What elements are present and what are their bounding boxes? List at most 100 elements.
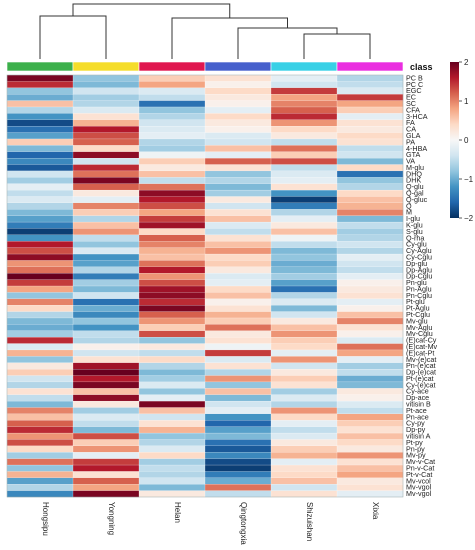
heatmap-cell [270,94,338,102]
heatmap-cell [204,119,272,127]
heatmap-cell [270,266,338,274]
heatmap-cell [336,221,404,229]
heatmap-cell [138,362,206,370]
heatmap-cell [72,266,140,274]
heatmap-cell [204,100,272,108]
heatmap-cell [270,484,338,492]
row-label: Mv-(e)cat [406,355,436,364]
heatmap-cell [204,177,272,185]
row-label: Dp-(e)cat [406,368,436,377]
heatmap-cell [270,228,338,236]
heatmap-cell [6,324,74,332]
column-label-qingtongxia: Qingtongxia [239,502,248,545]
heatmap-cell [270,87,338,95]
heatmap-cell [72,157,140,165]
heatmap-cell [204,490,272,498]
heatmap-cell [336,292,404,300]
heatmap-cell [336,400,404,408]
color-scale-ticks: 2 1 0 −1 −2 [459,58,474,223]
row-label: Pn-Aglu [406,284,432,293]
heatmap-cell [270,305,338,313]
heatmap-cell [72,330,140,338]
heatmap-cell [72,298,140,306]
heatmap-cell [204,87,272,95]
row-label: 4-HBA [406,144,427,153]
heatmap-cell [6,471,74,479]
heatmap-cell [336,177,404,185]
row-label: vitisin B [406,400,431,409]
heatmap-cell [6,157,74,165]
row-label: EC [406,93,416,102]
heatmap-cell [270,381,338,389]
heatmap-cell [204,202,272,210]
heatmap-cell [336,247,404,255]
heatmap-cell [204,484,272,492]
heatmap-cell [204,413,272,421]
heatmap-cell [270,170,338,178]
heatmap-cell [6,170,74,178]
heatmap-cell [72,87,140,95]
heatmap-cell [138,94,206,102]
heatmap-cell [270,157,338,165]
heatmap-cell [6,151,74,159]
heatmap-cell [204,273,272,281]
heatmap-cell [336,452,404,460]
row-label: Pn-glu [406,278,427,287]
heatmap-cell [270,388,338,396]
scale-tick-label: −1 [464,175,474,184]
heatmap-cell [204,368,272,376]
heatmap-cell [6,247,74,255]
heatmap-cell [138,305,206,313]
heatmap-cell [72,241,140,249]
heatmap-cell [6,138,74,146]
heatmap-cell [138,87,206,95]
heatmap-cell [138,157,206,165]
heatmap-cell [336,145,404,153]
heatmap-cell [336,189,404,197]
heatmap-cell [72,81,140,89]
row-label: Pn-(e)cat [406,361,436,370]
heatmap-cell [270,464,338,472]
row-label: (E)cat-Pt [406,348,434,357]
heatmap-cell [138,381,206,389]
row-label: Mv-Aglu [406,323,432,332]
heatmap-cell [204,221,272,229]
row-label: DHK [406,176,421,185]
heatmap-cell [336,279,404,287]
heatmap-cell [336,157,404,165]
heatmap-cell [72,221,140,229]
legend: class 2 1 0 −1 −2 [410,58,474,223]
heatmap-cell [270,413,338,421]
heatmap-cell [336,311,404,319]
heatmap-cell [72,349,140,357]
heatmap-cell [72,126,140,133]
column-label-helan: Helan [173,502,182,523]
heatmap-cell [336,170,404,178]
heatmap-cell [6,439,74,447]
heatmap-cell [6,87,74,95]
heatmap-cell [204,317,272,325]
heatmap-cell [72,356,140,364]
heatmap-cell [72,209,140,217]
heatmap-cell [204,356,272,364]
heatmap-cell [204,375,272,383]
class-color-helan [138,61,206,72]
heatmap-cell [270,368,338,376]
heatmap-cell [270,445,338,453]
heatmap-cell [138,247,206,255]
heatmap-cell [138,394,206,402]
heatmap-cell [336,241,404,249]
heatmap-cell [138,292,206,300]
heatmap-cell [204,228,272,236]
heatmap-cell [6,164,74,172]
heatmap-cell [336,464,404,472]
heatmap-cell [6,400,74,408]
heatmap-cell [336,260,404,268]
heatmap-cell [72,145,140,153]
row-label: Dp-py [406,425,426,434]
heatmap-cell [138,356,206,364]
heatmap-cell [138,337,206,344]
heatmap-cell [138,113,206,121]
heatmap-cell [204,74,272,82]
heatmap-cell [72,138,140,146]
